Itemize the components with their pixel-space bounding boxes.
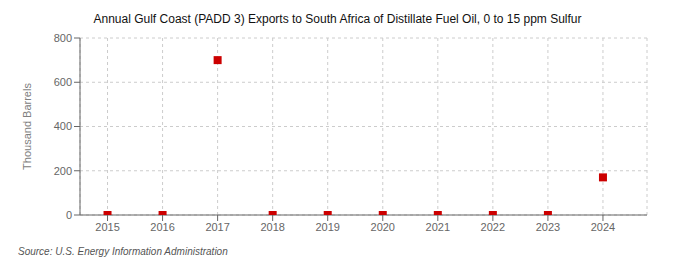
svg-text:2019: 2019 xyxy=(315,221,339,233)
svg-text:200: 200 xyxy=(54,165,72,177)
html-text:Source: U.S. Energy Informatio: Source: U.S. Energy Information Administ… xyxy=(18,246,228,257)
svg-text:400: 400 xyxy=(54,120,72,132)
svg-text:2017: 2017 xyxy=(205,221,229,233)
svg-text:2015: 2015 xyxy=(95,221,119,233)
svg-text:Thousand Barrels: Thousand Barrels xyxy=(21,83,33,170)
svg-text:2016: 2016 xyxy=(150,221,174,233)
html-text:Annual Gulf Coast (PADD 3) Exp: Annual Gulf Coast (PADD 3) Exports to So… xyxy=(93,12,582,26)
svg-text:800: 800 xyxy=(54,32,72,44)
svg-text:2024: 2024 xyxy=(591,221,615,233)
svg-text:0: 0 xyxy=(66,209,72,221)
svg-text:2021: 2021 xyxy=(426,221,450,233)
svg-text:2022: 2022 xyxy=(481,221,505,233)
svg-text:2023: 2023 xyxy=(536,221,560,233)
svg-text:2018: 2018 xyxy=(260,221,284,233)
svg-text:2020: 2020 xyxy=(371,221,395,233)
svg-text:600: 600 xyxy=(54,76,72,88)
